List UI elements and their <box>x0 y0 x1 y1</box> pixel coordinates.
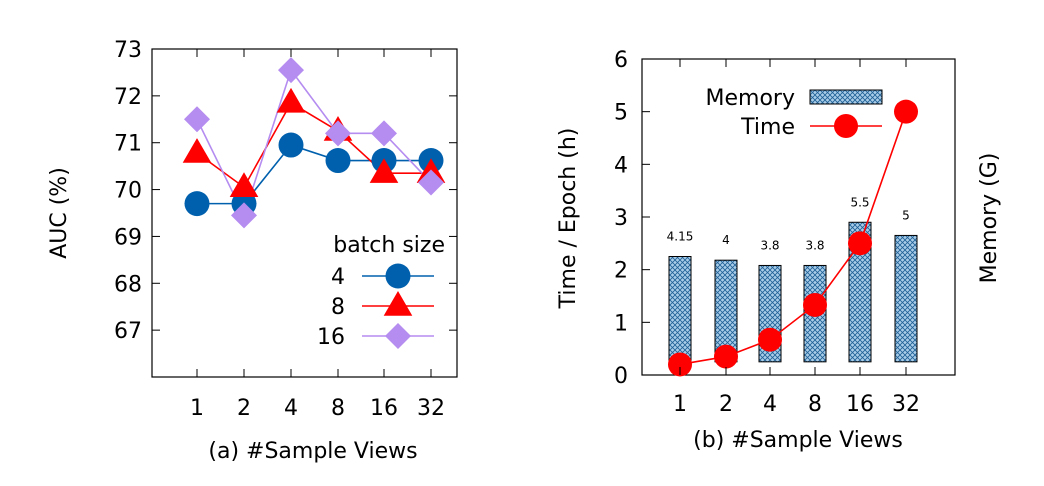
chart-b-memory-bar <box>848 221 872 363</box>
chart-b-memory-bar-label: 4 <box>722 233 730 247</box>
chart-b-ytick-label: 1 <box>614 311 628 336</box>
chart-a-ylabel: AUC (%) <box>47 167 72 259</box>
chart-b-time-point <box>848 231 872 256</box>
chart-a-series-16-point <box>325 120 351 147</box>
chart-a-legend-label-4: 4 <box>331 265 345 290</box>
chart-b-x-ticks: 1 2 4 8 16 32 <box>673 59 920 417</box>
chart-b-legend: Memory Time <box>706 86 883 140</box>
chart-a-ytick-label: 72 <box>114 85 142 110</box>
chart-a-y-ticks: 67 68 69 70 71 72 73 <box>114 38 457 344</box>
chart-b-memory-bar-label: 5.5 <box>850 195 869 209</box>
chart-b-ytick-label: 5 <box>614 101 628 126</box>
chart-b-xtick-label: 16 <box>846 392 874 417</box>
chart-b-time-point <box>668 352 692 377</box>
chart-b-xtick-label: 2 <box>719 392 733 417</box>
chart-b-y-ticks: 0 1 2 3 4 5 6 <box>614 48 650 389</box>
chart-a-xtick-label: 16 <box>370 396 398 421</box>
chart-a-series-4-point <box>325 148 351 174</box>
chart-b-legend-memory-label: Memory <box>706 86 795 111</box>
chart-a-series-4-point <box>278 132 304 158</box>
chart-a-series <box>182 57 446 229</box>
chart-a-legend-title: batch size <box>333 233 445 258</box>
chart-a-series-16-point <box>231 202 257 229</box>
chart-b-ytick-label: 3 <box>614 206 628 231</box>
chart-a-legend: batch size 4 8 16 <box>317 233 445 350</box>
chart-b-memory-bar-label: 3.8 <box>760 238 779 252</box>
chart-a-ytick-label: 73 <box>114 38 142 63</box>
chart-a-xtick-label: 4 <box>284 396 298 421</box>
chart-b-memory-bar-label: 5 <box>902 208 910 222</box>
chart-a-xtick-label: 32 <box>417 396 445 421</box>
chart-b-xtick-label: 32 <box>892 392 920 417</box>
chart-b-time-point <box>714 344 738 369</box>
chart-a-ytick-label: 67 <box>114 319 142 344</box>
chart-b-ytick-label: 6 <box>614 48 628 73</box>
chart-a-series-16-point <box>371 120 397 147</box>
chart-a-legend-label-8: 8 <box>331 295 345 320</box>
chart-b-xtick-label: 1 <box>673 392 687 417</box>
chart-a-ytick-label: 71 <box>114 132 142 157</box>
chart-b-legend-time-label: Time <box>740 115 795 140</box>
chart-a-series-8-point <box>229 172 259 197</box>
chart-b-time-line <box>668 99 918 377</box>
chart-a-series-16-point <box>418 169 444 196</box>
chart-b-legend-time-marker <box>834 114 858 138</box>
chart-a-legend-marker-4 <box>385 263 411 289</box>
chart-b-ylabel-right: Memory (G) <box>977 153 1002 284</box>
chart-a-ytick-label: 70 <box>114 179 142 204</box>
chart-a-xlabel: (a) #Sample Views <box>208 439 417 464</box>
chart-a-series-16-point <box>184 106 210 133</box>
chart-a-ytick-label: 68 <box>114 272 142 297</box>
chart-b-memory-bar-label: 3.8 <box>805 238 824 252</box>
chart-b-xtick-label: 8 <box>808 392 822 417</box>
chart-b-time-point <box>758 327 782 352</box>
chart-a-series-8-point <box>369 158 399 183</box>
chart-b-bars <box>668 221 918 363</box>
chart-a-legend-marker-16 <box>385 323 411 349</box>
chart-a-xtick-label: 8 <box>331 396 345 421</box>
chart-b-memory-bar <box>894 234 918 363</box>
chart-a-series-8-point <box>182 138 212 163</box>
chart-a: 67 68 69 70 71 72 73 1 2 4 8 16 32 AUC (%) (a) #Sam… <box>47 38 458 464</box>
chart-b-memory-bar <box>668 256 692 363</box>
chart-b-xlabel: (b) #Sample Views <box>693 428 903 453</box>
chart-b: 4.15 4 3.8 3.8 5.5 5 0 1 2 3 4 5 6 1 2 4 8 16 32 Time / … <box>556 48 1002 453</box>
chart-a-xtick-label: 1 <box>190 396 204 421</box>
chart-b-xtick-label: 4 <box>763 392 777 417</box>
chart-a-legend-marker-8 <box>383 291 413 316</box>
chart-a-series-4-point <box>184 191 210 217</box>
chart-b-time-polyline <box>679 111 907 366</box>
chart-b-time-point <box>803 292 827 317</box>
chart-b-time-point <box>894 99 918 124</box>
chart-b-ytick-label: 2 <box>614 259 628 284</box>
chart-b-ylabel: Time / Epoch (h) <box>556 128 581 310</box>
chart-b-ytick-label: 0 <box>614 364 628 389</box>
chart-a-frame <box>151 48 458 378</box>
chart-a-series-8-point <box>276 87 306 113</box>
chart-b-bar-labels: 4.15 4 3.8 3.8 5.5 5 <box>667 195 910 252</box>
chart-a-x-ticks: 1 2 4 8 16 32 <box>190 49 445 421</box>
chart-b-legend-memory-swatch <box>809 89 883 105</box>
chart-b-ytick-label: 4 <box>614 153 628 178</box>
chart-a-series-16-point <box>278 57 304 84</box>
chart-a-legend-label-16: 16 <box>317 325 345 350</box>
chart-a-ytick-label: 69 <box>114 225 142 250</box>
chart-b-memory-bar-label: 4.15 <box>667 230 694 244</box>
chart-a-xtick-label: 2 <box>237 396 251 421</box>
